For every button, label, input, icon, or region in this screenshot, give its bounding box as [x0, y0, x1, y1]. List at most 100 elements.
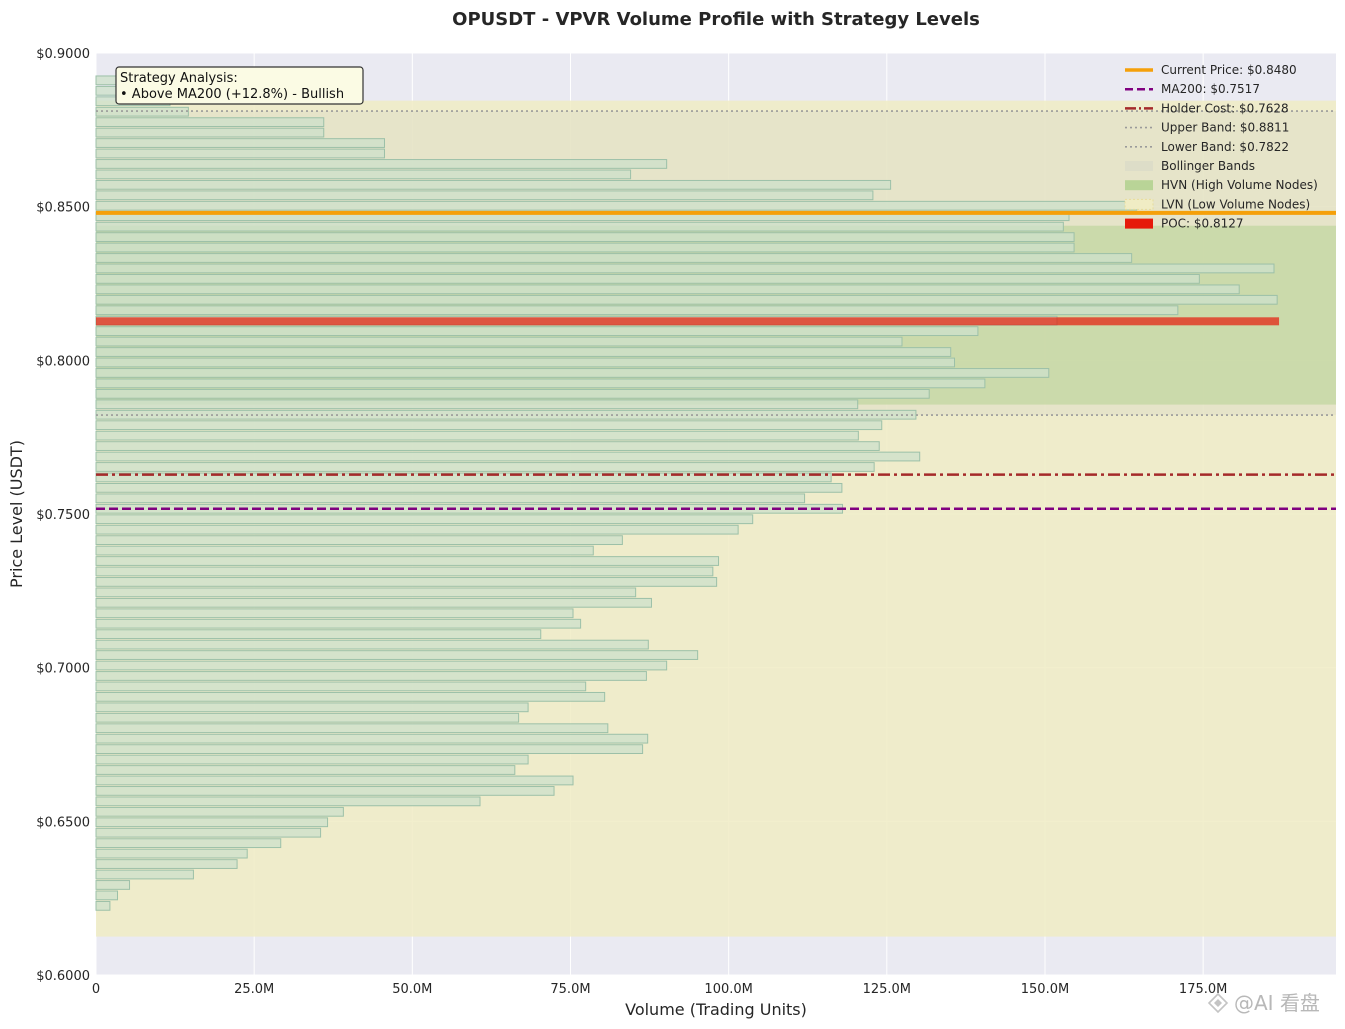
volume-bar-9 — [95, 806, 344, 817]
volume-bar-52 — [95, 357, 956, 368]
annotation-box: Strategy Analysis: • Above MA200 (+12.8%… — [115, 66, 364, 105]
legend-swatch-poc — [1125, 218, 1153, 229]
volume-bar-15 — [95, 744, 644, 754]
volume-bar-23 — [95, 660, 668, 671]
legend-swatch-hvn — [1125, 180, 1153, 191]
volume-bar-73 — [95, 138, 385, 148]
volume-bar-18 — [95, 712, 520, 723]
volume-bar-31 — [95, 577, 718, 587]
volume-bar-42 — [95, 462, 875, 472]
volume-bar-43 — [95, 451, 921, 462]
y-tick-label-4: $0.8000 — [36, 354, 90, 369]
volume-bar-65 — [95, 221, 1064, 232]
volume-bar-53 — [95, 347, 952, 357]
y-tick-label-5: $0.8500 — [36, 201, 90, 216]
volume-bar-3 — [95, 869, 194, 880]
annotation-line-2: • Above MA200 (+12.8%) - Bullish — [120, 87, 344, 102]
volume-bar-50 — [95, 378, 986, 389]
volume-bar-32 — [95, 566, 714, 577]
strategy-lines — [96, 110, 1336, 511]
x-tick-label-5: 125.0M — [863, 982, 911, 997]
volume-bar-5 — [95, 848, 248, 859]
y-tick-label-2: $0.7000 — [36, 662, 90, 677]
volume-bar-33 — [95, 556, 720, 566]
chart-title: OPUSDT - VPVR Volume Profile with Strate… — [452, 9, 980, 30]
volume-bar-20 — [95, 691, 606, 702]
poc-bar — [96, 317, 1280, 326]
x-tick-label-0: 0 — [92, 982, 100, 997]
volume-bar-25 — [95, 639, 649, 650]
legend-label-hvn: HVN (High Volume Nodes) — [1161, 178, 1318, 192]
volume-bar-69 — [95, 179, 892, 190]
volume-bar-10 — [95, 796, 481, 807]
volume-bar-54 — [95, 336, 903, 347]
volume-bar-27 — [95, 618, 582, 629]
legend-label-lvn: LVN (Low Volume Nodes) — [1161, 197, 1310, 211]
volume-bar-62 — [95, 253, 1133, 263]
x-tick-label-7: 175.0M — [1179, 982, 1227, 997]
volume-bar-60 — [95, 274, 1200, 284]
x-tick-label-6: 150.0M — [1021, 982, 1069, 997]
volume-bar-21 — [95, 681, 587, 692]
volume-bar-70 — [95, 169, 632, 180]
legend-label-holder_cost: Holder Cost: $0.7628 — [1161, 101, 1289, 115]
volume-bar-71 — [95, 159, 668, 169]
y-tick-label-3: $0.7500 — [36, 508, 90, 523]
x-tick-label-2: 50.0M — [392, 982, 432, 997]
watermark: @AI 看盘 — [1207, 991, 1320, 1015]
y-tick-label-1: $0.6500 — [36, 815, 90, 830]
volume-bar-35 — [95, 535, 623, 546]
volume-bar-51 — [95, 368, 1050, 378]
volume-bar-13 — [95, 765, 516, 775]
volume-bar-34 — [95, 545, 594, 556]
annotation-frame — [115, 66, 364, 105]
volume-bar-36 — [95, 524, 739, 535]
volume-bar-0 — [95, 900, 111, 911]
x-axis-ticks: 0 25.0M 50.0M 75.0M 100.0M 125.0M 150.0M 175.0M — [92, 982, 1228, 997]
volume-bar-1 — [95, 890, 119, 901]
y-axis-label: Price Level (USDT) — [7, 440, 26, 588]
legend-label-bollinger: Bollinger Bands — [1161, 159, 1255, 173]
legend-label-ma200: MA200: $0.7517 — [1161, 82, 1260, 96]
x-tick-label-4: 100.0M — [704, 982, 752, 997]
volume-bar-17 — [95, 723, 609, 734]
volume-bar-16 — [95, 733, 649, 744]
y-axis-ticks: $0.6000 $0.6500 $0.7000 $0.7500 $0.8000 $0.85… — [36, 47, 90, 984]
volume-bar-55 — [95, 326, 979, 337]
volume-bar-4 — [95, 859, 238, 869]
volume-bar-44 — [95, 441, 880, 451]
volume-bar-39 — [95, 493, 806, 504]
volume-bar-2 — [95, 880, 131, 890]
volume-bar-29 — [95, 597, 652, 608]
legend-label-upper_band: Upper Band: $0.8811 — [1161, 121, 1289, 135]
y-tick-label-6: $0.9000 — [36, 47, 90, 62]
volume-bar-14 — [95, 754, 529, 765]
volume-bar-7 — [95, 827, 322, 838]
annotation-line-1: Strategy Analysis: — [120, 71, 238, 86]
volume-bar-48 — [95, 399, 859, 410]
watermark-logo-icon — [1207, 992, 1229, 1014]
x-tick-label-1: 25.0M — [234, 982, 274, 997]
volume-bar-6 — [95, 838, 282, 849]
volume-bar-8 — [95, 817, 329, 828]
volume-bar-28 — [95, 608, 574, 619]
volume-bar-30 — [95, 587, 637, 598]
volume-bar-59 — [95, 284, 1240, 295]
legend: Current Price: $0.8480 MA200: $0.7517 Hold… — [1124, 63, 1318, 231]
volume-bar-57 — [95, 305, 1179, 316]
volume-bar-75 — [95, 117, 325, 128]
volume-bar-37 — [95, 514, 754, 525]
volume-bar-46 — [95, 420, 883, 431]
x-tick-label-3: 75.0M — [550, 982, 590, 997]
watermark-text: @AI 看盘 — [1234, 991, 1320, 1015]
volume-bar-41 — [95, 472, 832, 483]
x-axis-label: Volume (Trading Units) — [625, 1000, 807, 1019]
volume-bar-49 — [95, 388, 930, 399]
volume-bar-45 — [95, 430, 859, 441]
volume-bar-68 — [95, 190, 874, 201]
volume-bar-11 — [95, 786, 555, 796]
volume-bar-58 — [95, 294, 1278, 305]
legend-swatch-bollinger — [1125, 161, 1153, 171]
volume-bar-22 — [95, 671, 647, 681]
